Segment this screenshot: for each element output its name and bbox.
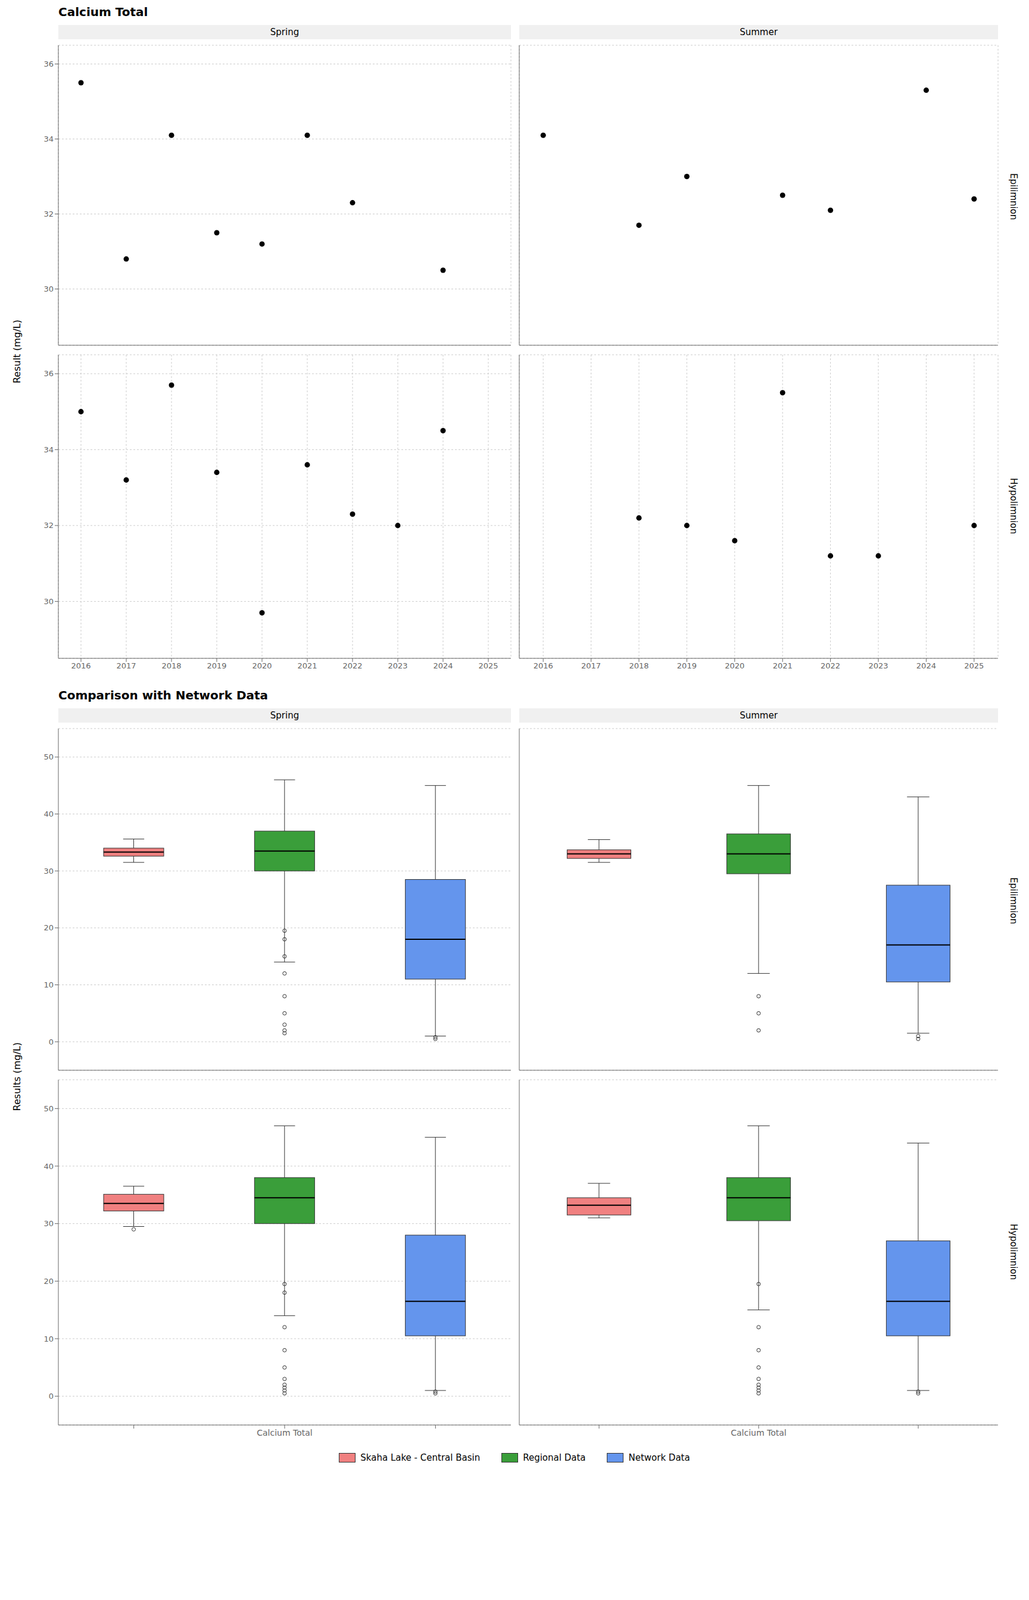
svg-text:2021: 2021 bbox=[772, 661, 793, 671]
svg-text:30: 30 bbox=[43, 1219, 54, 1229]
html-text:Result (mg/L): Result (mg/L) bbox=[11, 320, 23, 384]
svg-text:10: 10 bbox=[43, 980, 54, 990]
svg-text:Calcium Total: Calcium Total bbox=[730, 1428, 787, 1439]
svg-text:20: 20 bbox=[43, 923, 54, 933]
svg-text:2017: 2017 bbox=[116, 661, 136, 671]
html-text:Hypolimnion: Hypolimnion bbox=[1008, 1224, 1019, 1281]
svg-text:32: 32 bbox=[43, 521, 54, 530]
html-text:Spring: Spring bbox=[270, 710, 300, 722]
svg-text:2016: 2016 bbox=[533, 661, 554, 671]
html-text:Skaha Lake - Central Basin: Skaha Lake - Central Basin bbox=[360, 1452, 481, 1464]
svg-text:30: 30 bbox=[43, 284, 54, 294]
svg-text:2022: 2022 bbox=[342, 661, 363, 671]
svg-text:2023: 2023 bbox=[868, 661, 888, 671]
svg-text:2023: 2023 bbox=[387, 661, 408, 671]
svg-text:30: 30 bbox=[43, 867, 54, 876]
svg-text:2024: 2024 bbox=[916, 661, 937, 671]
svg-text:40: 40 bbox=[43, 1162, 54, 1172]
svg-text:2016: 2016 bbox=[70, 661, 91, 671]
svg-text:2025: 2025 bbox=[964, 661, 984, 671]
html-text:Network Data: Network Data bbox=[628, 1452, 690, 1464]
svg-text:32: 32 bbox=[43, 209, 54, 219]
svg-text:36: 36 bbox=[43, 59, 54, 69]
svg-text:2018: 2018 bbox=[161, 661, 182, 671]
html-text:Comparison with Network Data: Comparison with Network Data bbox=[58, 688, 269, 703]
html-text:Summer: Summer bbox=[739, 710, 778, 722]
svg-text:2020: 2020 bbox=[251, 661, 272, 671]
html-text:Results (mg/L): Results (mg/L) bbox=[11, 1042, 23, 1112]
svg-text:2018: 2018 bbox=[628, 661, 649, 671]
svg-text:20: 20 bbox=[43, 1277, 54, 1287]
svg-text:10: 10 bbox=[43, 1335, 54, 1345]
svg-text:50: 50 bbox=[43, 752, 54, 762]
svg-text:2019: 2019 bbox=[206, 661, 227, 671]
svg-text:2022: 2022 bbox=[820, 661, 841, 671]
svg-text:50: 50 bbox=[43, 1104, 54, 1114]
svg-text:34: 34 bbox=[43, 445, 54, 455]
svg-text:36: 36 bbox=[43, 369, 54, 379]
html-text:Epilimnion: Epilimnion bbox=[1008, 173, 1019, 220]
html-text:Calcium Total: Calcium Total bbox=[58, 4, 148, 20]
html-text:Hypolimnion: Hypolimnion bbox=[1008, 478, 1019, 535]
svg-text:40: 40 bbox=[43, 809, 54, 819]
svg-text:2017: 2017 bbox=[581, 661, 601, 671]
svg-text:2021: 2021 bbox=[297, 661, 317, 671]
html-text:Epilimnion: Epilimnion bbox=[1008, 877, 1019, 925]
svg-text:0: 0 bbox=[48, 1392, 54, 1402]
svg-text:0: 0 bbox=[48, 1037, 54, 1047]
html-text:Regional Data: Regional Data bbox=[522, 1452, 586, 1464]
svg-text:2025: 2025 bbox=[478, 661, 498, 671]
svg-text:Calcium Total: Calcium Total bbox=[256, 1428, 313, 1439]
html-text:Summer: Summer bbox=[739, 26, 778, 38]
svg-text:30: 30 bbox=[43, 597, 54, 607]
svg-text:34: 34 bbox=[43, 134, 54, 144]
svg-text:2020: 2020 bbox=[724, 661, 745, 671]
svg-text:2024: 2024 bbox=[432, 661, 453, 671]
svg-text:2019: 2019 bbox=[677, 661, 697, 671]
html-text:Spring: Spring bbox=[270, 26, 300, 38]
